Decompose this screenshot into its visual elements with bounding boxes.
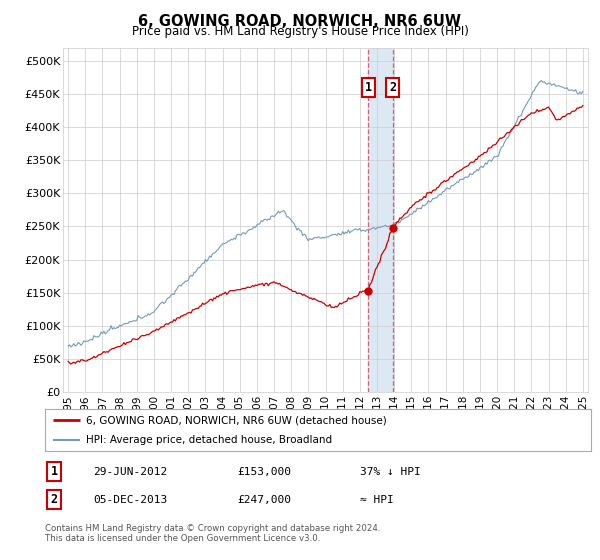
- Text: £247,000: £247,000: [237, 494, 291, 505]
- Text: Contains HM Land Registry data © Crown copyright and database right 2024.: Contains HM Land Registry data © Crown c…: [45, 524, 380, 533]
- Text: Price paid vs. HM Land Registry's House Price Index (HPI): Price paid vs. HM Land Registry's House …: [131, 25, 469, 38]
- Text: 1: 1: [365, 81, 372, 94]
- Text: 6, GOWING ROAD, NORWICH, NR6 6UW (detached house): 6, GOWING ROAD, NORWICH, NR6 6UW (detach…: [86, 415, 387, 425]
- Text: 05-DEC-2013: 05-DEC-2013: [93, 494, 167, 505]
- Text: 29-JUN-2012: 29-JUN-2012: [93, 466, 167, 477]
- Text: 2: 2: [50, 493, 58, 506]
- Text: 37% ↓ HPI: 37% ↓ HPI: [360, 466, 421, 477]
- Text: £153,000: £153,000: [237, 466, 291, 477]
- Text: This data is licensed under the Open Government Licence v3.0.: This data is licensed under the Open Gov…: [45, 534, 320, 543]
- Text: HPI: Average price, detached house, Broadland: HPI: Average price, detached house, Broa…: [86, 435, 332, 445]
- Text: 1: 1: [50, 465, 58, 478]
- Text: 6, GOWING ROAD, NORWICH, NR6 6UW: 6, GOWING ROAD, NORWICH, NR6 6UW: [139, 14, 461, 29]
- Bar: [368, 48, 393, 392]
- Text: 2: 2: [389, 81, 397, 94]
- Text: ≈ HPI: ≈ HPI: [360, 494, 394, 505]
